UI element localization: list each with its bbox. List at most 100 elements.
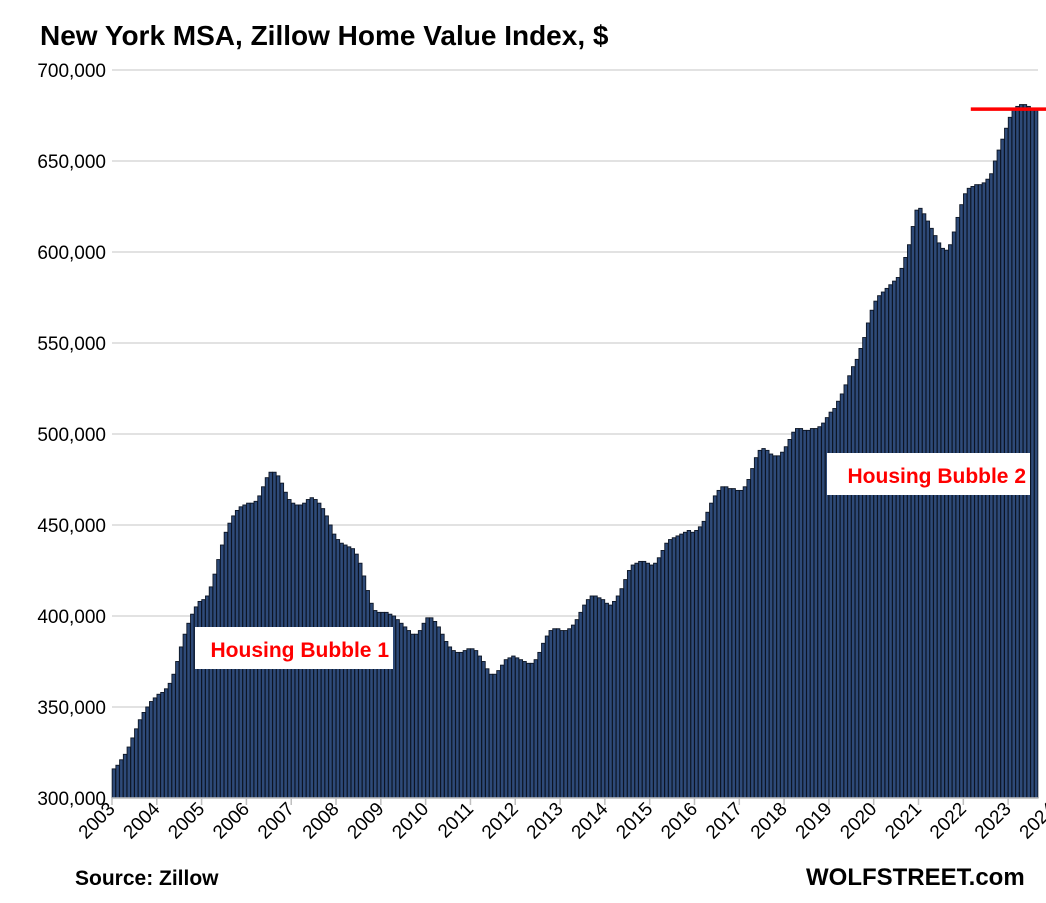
bar: [626, 570, 632, 799]
bar: [735, 489, 740, 799]
brand-label: WOLFSTREET.com: [806, 864, 1025, 891]
bar: [500, 664, 505, 799]
bar: [802, 429, 807, 799]
bar: [675, 535, 680, 799]
bar: [1015, 105, 1020, 799]
bar: [343, 544, 348, 799]
bar: [742, 486, 748, 799]
y-tick-label: 600,000: [37, 243, 106, 264]
y-tick-label: 500,000: [37, 425, 106, 446]
bar: [1022, 104, 1028, 799]
bar: [933, 235, 938, 799]
bar: [690, 531, 695, 799]
bar: [440, 633, 445, 799]
bar: [466, 648, 471, 799]
bar: [358, 562, 363, 799]
bar: [697, 526, 703, 799]
bar: [783, 446, 789, 799]
bar: [115, 764, 120, 799]
y-tick-label: 700,000: [37, 61, 106, 82]
bar: [817, 426, 822, 799]
bar: [473, 650, 479, 799]
bar: [134, 728, 139, 799]
bar: [145, 706, 150, 799]
bar: [649, 564, 654, 799]
y-tick-label: 450,000: [37, 516, 106, 537]
bar: [623, 579, 628, 799]
bar: [130, 737, 135, 799]
bar: [679, 533, 684, 799]
bar: [436, 626, 441, 799]
bar: [593, 595, 598, 799]
bar: [877, 295, 882, 799]
bar: [1019, 104, 1024, 799]
bar: [701, 520, 706, 799]
bar: [432, 621, 438, 799]
bar: [787, 439, 792, 799]
bar: [641, 560, 647, 799]
bar: [772, 455, 777, 799]
bar: [682, 531, 688, 799]
bar: [205, 595, 210, 799]
bar: [1026, 105, 1031, 799]
bar: [122, 753, 128, 799]
bar: [865, 322, 871, 799]
bar: [406, 630, 412, 799]
x-tick-label: 2023: [971, 799, 1016, 844]
x-tick-label: 2022: [926, 799, 971, 844]
bar: [925, 220, 931, 799]
bar: [526, 662, 531, 799]
x-tick-label: 2007: [254, 799, 299, 844]
bar: [111, 768, 117, 799]
bar: [907, 244, 912, 799]
bar: [910, 226, 916, 799]
bar: [948, 244, 953, 799]
bar: [768, 453, 774, 799]
bar: [582, 604, 587, 799]
bar: [851, 366, 856, 799]
bar: [522, 661, 527, 799]
bar: [608, 604, 613, 799]
bar: [716, 489, 721, 799]
x-tick-label: 2008: [299, 799, 344, 844]
bar: [638, 560, 643, 799]
bar: [178, 646, 184, 799]
y-tick-label: 550,000: [37, 334, 106, 355]
bar: [955, 216, 960, 799]
x-tick-label: 2015: [612, 799, 657, 844]
bar: [776, 455, 781, 799]
bar: [563, 630, 568, 799]
bar: [597, 597, 602, 799]
bar: [402, 626, 408, 799]
bar: [589, 595, 594, 799]
bar: [163, 688, 169, 799]
bar: [940, 247, 945, 799]
x-tick-label: 2024: [1016, 798, 1046, 843]
bar: [899, 267, 904, 799]
bar: [929, 227, 934, 799]
bar: [514, 657, 520, 799]
bar: [918, 207, 923, 799]
x-tick-label: 2005: [164, 799, 209, 844]
bar: [888, 284, 893, 799]
bar: [149, 701, 154, 799]
bar: [574, 619, 580, 799]
bar: [806, 429, 811, 799]
y-tick-label: 350,000: [37, 698, 106, 719]
bar: [447, 646, 453, 799]
bar: [339, 542, 344, 799]
bar: [921, 213, 927, 799]
bar: [496, 670, 501, 799]
bar: [615, 595, 621, 799]
bar: [462, 650, 468, 799]
bar: [813, 428, 819, 799]
bar: [421, 622, 426, 799]
bar: [645, 562, 650, 799]
bar: [156, 693, 161, 799]
bar: [727, 488, 733, 799]
bar: [671, 537, 677, 799]
bar: [219, 544, 225, 799]
bar: [873, 300, 878, 799]
x-tick-label: 2004: [120, 798, 165, 843]
